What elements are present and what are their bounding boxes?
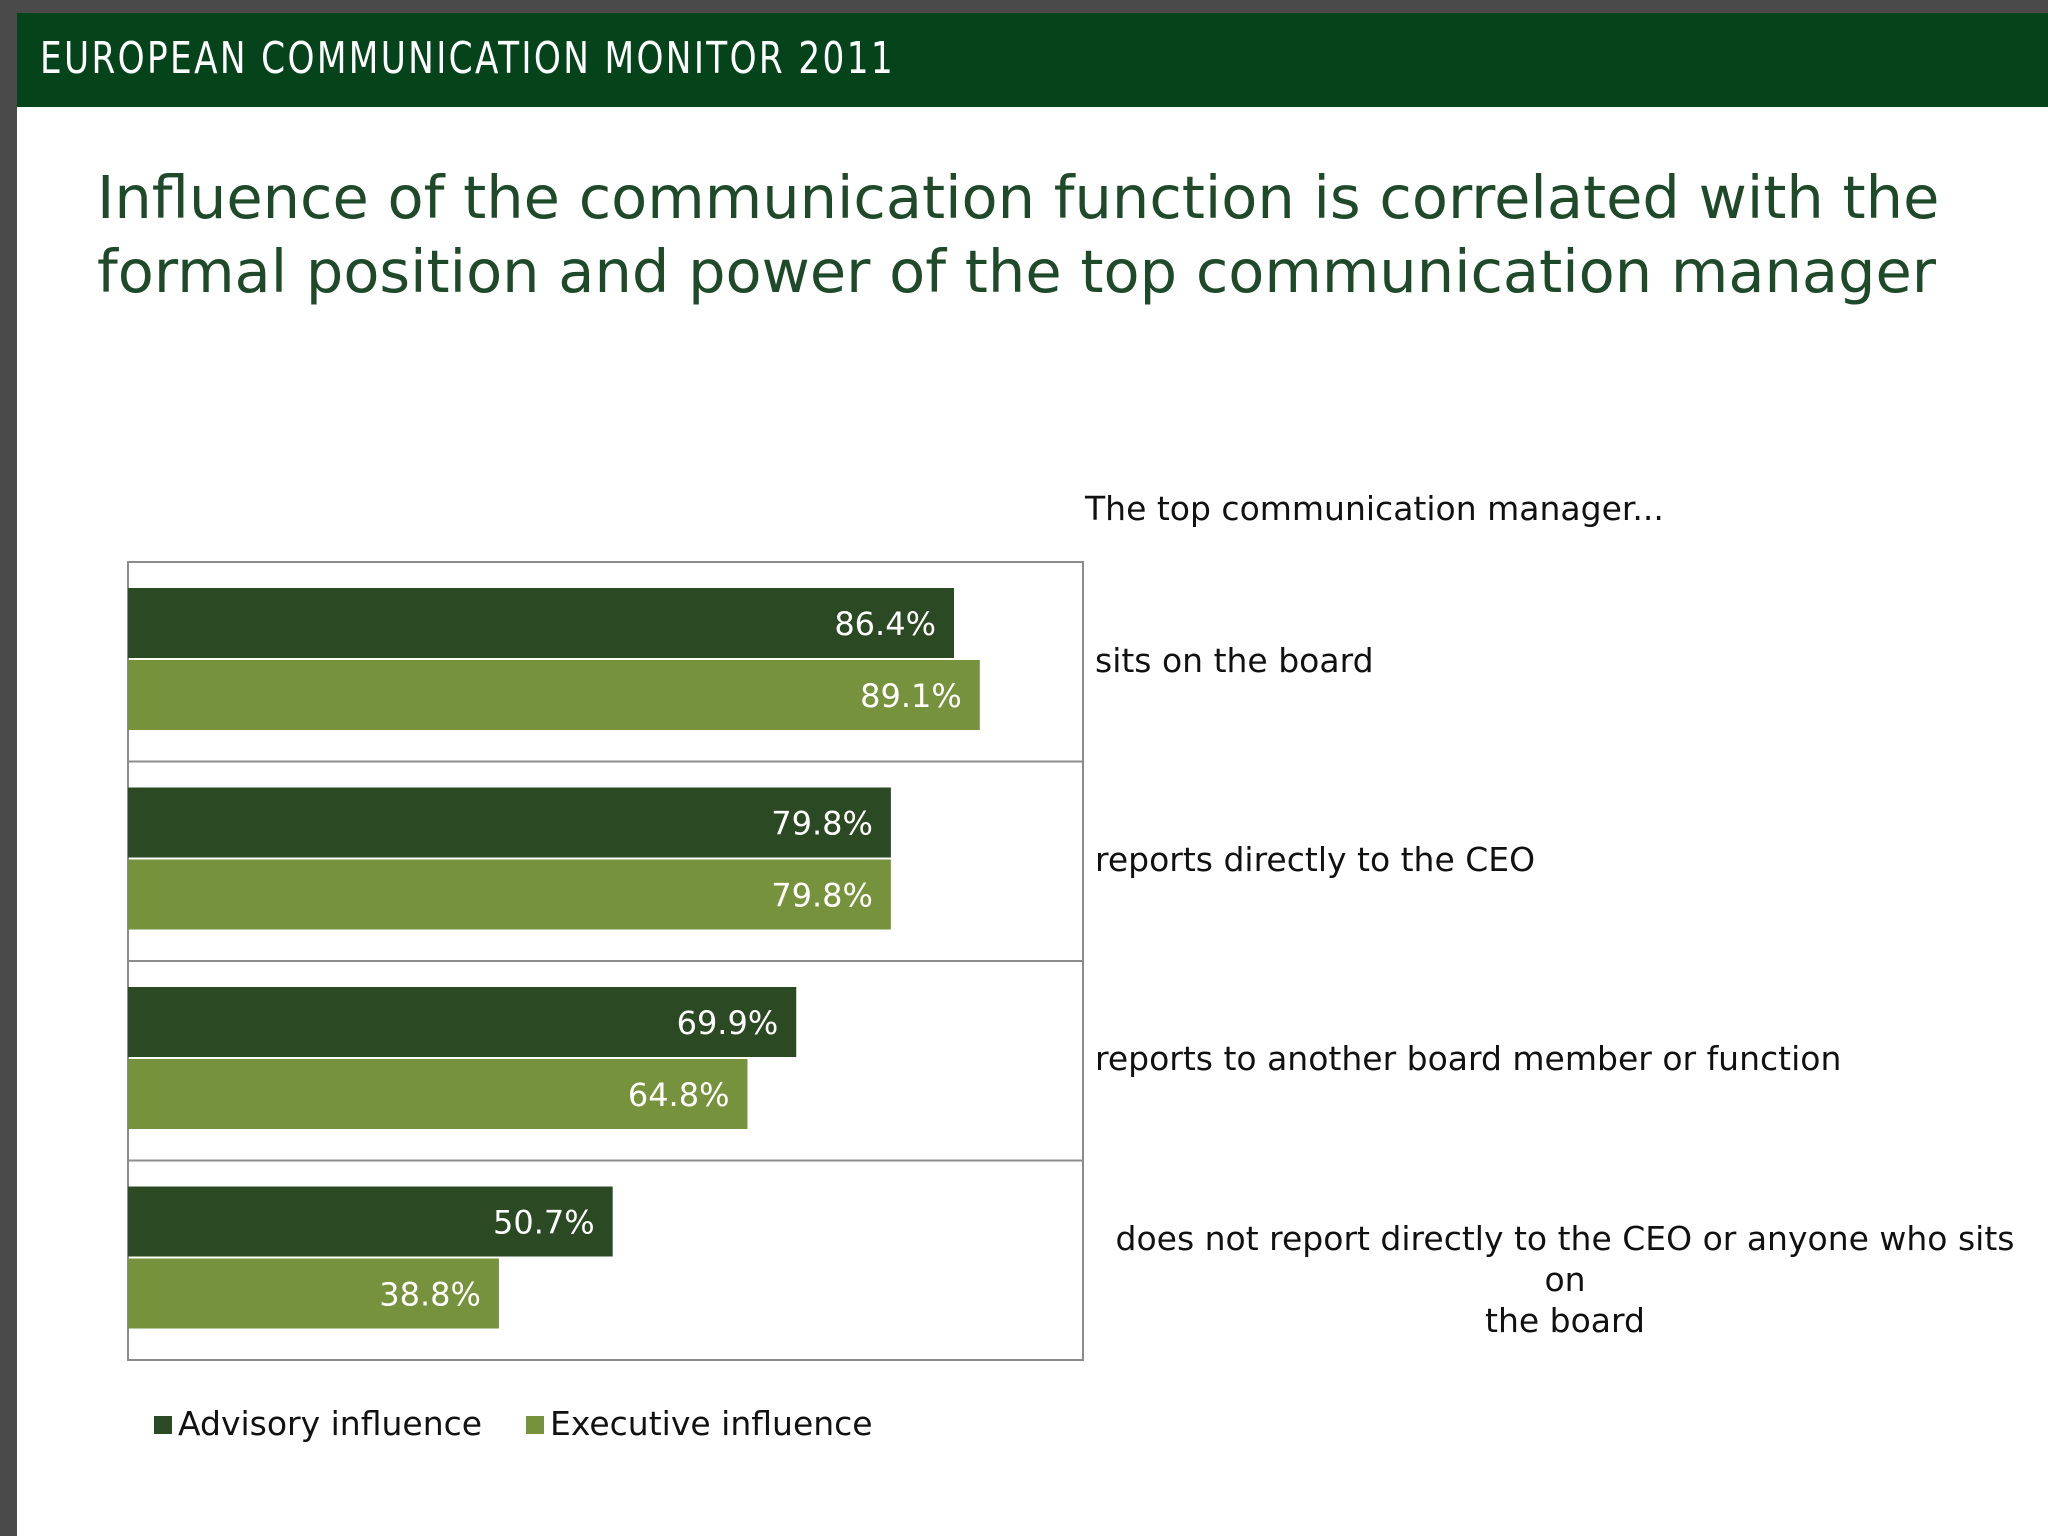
data-label: 86.4% [834,605,936,643]
category-label-ceo: reports directly to the CEO [1095,839,2035,880]
category-label-other-member: reports to another board member or funct… [1095,1038,2035,1079]
legend-label-advisory: Advisory influence [178,1404,483,1443]
category-label-ceo-text: reports directly to the CEO [1095,840,1536,879]
bar-executive [128,1059,748,1129]
category-label-other-member-text: reports to another board member or funct… [1095,1039,1842,1078]
data-label: 89.1% [860,677,962,715]
category-label-no-report-line-1: does not report directly to the CEO or a… [1115,1219,2015,1299]
data-label: 38.8% [379,1276,481,1314]
bar-executive [128,660,980,730]
legend-label-executive: Executive influence [550,1404,873,1443]
legend-swatch-executive [526,1416,544,1434]
slide-title-line-2: formal position and power of the top com… [97,237,1937,306]
slide-title: Influence of the communication function … [97,161,1997,309]
legend-item-advisory: Advisory influence [154,1404,482,1443]
category-label-board: sits on the board [1095,640,2035,681]
legend-item-executive: Executive influence [526,1404,873,1443]
bar-advisory [128,787,891,858]
bar-advisory [128,1186,613,1257]
bar-executive [128,1258,499,1329]
header-bar: EUROPEAN COMMUNICATION MONITOR 2011 [17,13,2048,107]
data-label: 79.8% [771,877,873,915]
header-title: EUROPEAN COMMUNICATION MONITOR 2011 [40,33,896,84]
bar-advisory [128,987,797,1057]
category-label-no-report-line-2: the board [1485,1301,1645,1340]
bar-advisory [128,588,954,658]
data-label: 69.9% [677,1004,779,1042]
legend-swatch-advisory [154,1416,172,1434]
bar-executive [128,859,891,930]
chart-subtitle: The top communication manager... [1085,489,1664,528]
data-label: 50.7% [493,1204,595,1242]
category-label-board-text: sits on the board [1095,641,1374,680]
data-label: 64.8% [628,1076,730,1114]
data-label: 79.8% [771,805,873,843]
slide-title-line-1: Influence of the communication function … [97,163,1940,232]
category-label-no-report: does not report directly to the CEO or a… [1095,1218,2035,1341]
